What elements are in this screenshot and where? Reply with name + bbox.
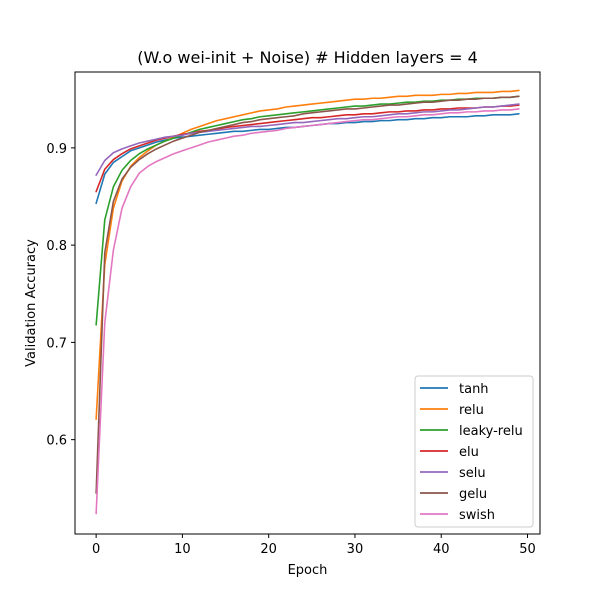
y-axis-label: Validation Accuracy xyxy=(24,239,39,367)
x-axis-label: Epoch xyxy=(288,563,328,578)
x-axis-ticks: 0 10 20 30 40 50 xyxy=(92,534,536,557)
x-tick-label: 0 xyxy=(92,542,100,557)
x-tick-label: 40 xyxy=(433,542,450,557)
legend-label-elu: elu xyxy=(459,445,479,460)
series-line-selu xyxy=(95,103,520,176)
y-tick-label: 0.8 xyxy=(46,239,67,254)
legend-label-tanh: tanh xyxy=(459,382,489,397)
series-line-elu xyxy=(95,104,520,193)
legend-items: tanh relu leaky-relu elu selu gelu swish xyxy=(420,382,523,523)
x-tick-label: 20 xyxy=(260,542,277,557)
legend-label-leaky-relu: leaky-relu xyxy=(459,424,523,439)
legend-label-swish: swish xyxy=(459,508,495,523)
x-tick-label: 10 xyxy=(174,542,191,557)
legend-label-relu: relu xyxy=(459,403,484,418)
legend-label-gelu: gelu xyxy=(459,487,487,502)
chart-title: (W.o wei-init + Noise) # Hidden layers =… xyxy=(137,48,478,67)
y-tick-label: 0.6 xyxy=(46,434,67,449)
series-line-gelu xyxy=(95,95,520,494)
plot-frame xyxy=(74,71,541,535)
series-layer xyxy=(95,89,520,515)
legend-frame xyxy=(414,375,534,528)
series-line-swish xyxy=(95,108,520,515)
legend: tanh relu leaky-relu elu selu gelu swish xyxy=(414,375,534,528)
legend-label-selu: selu xyxy=(459,466,486,481)
x-tick-label: 30 xyxy=(347,542,364,557)
y-axis-ticks: 0.6 0.7 0.8 0.9 xyxy=(46,142,75,449)
y-tick-label: 0.7 xyxy=(46,336,67,351)
y-tick-label: 0.9 xyxy=(46,142,67,157)
x-tick-label: 50 xyxy=(519,542,536,557)
